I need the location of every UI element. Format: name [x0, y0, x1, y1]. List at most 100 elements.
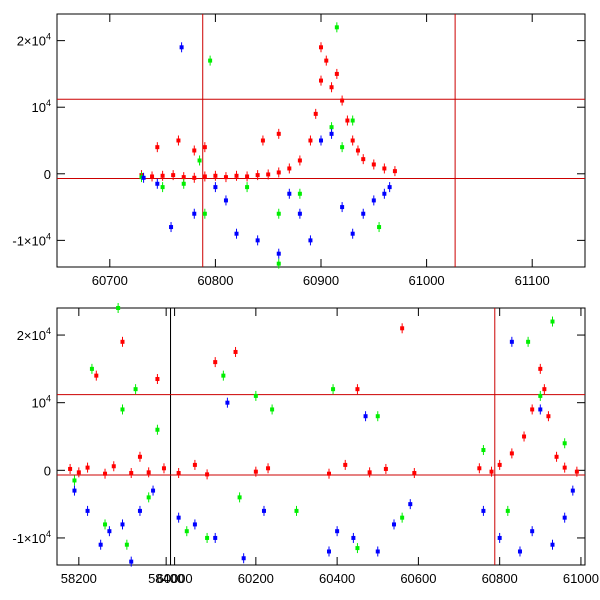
data-point-red: [308, 135, 313, 146]
x-tick-label: 61000: [409, 273, 445, 288]
data-point-blue: [137, 505, 142, 516]
data-point-red: [266, 463, 271, 474]
data-point-green: [181, 178, 186, 189]
marker: [297, 191, 302, 196]
data-point-red: [94, 370, 99, 381]
data-point-red: [538, 363, 543, 374]
data-point-red: [255, 170, 260, 181]
data-point-green: [139, 172, 144, 183]
data-point-red: [213, 357, 218, 368]
data-point-red: [343, 459, 348, 470]
data-point-green: [562, 438, 567, 449]
data-point-green: [237, 492, 242, 503]
marker: [223, 198, 228, 203]
data-point-blue: [129, 556, 134, 567]
marker: [202, 174, 207, 179]
data-point-blue: [497, 532, 502, 543]
marker: [408, 502, 413, 507]
y-tick-label: 2×104: [17, 326, 51, 343]
data-point-red: [355, 145, 360, 156]
data-point-red: [287, 163, 292, 174]
data-point-blue: [107, 526, 112, 537]
marker: [530, 407, 535, 412]
data-point-blue: [481, 505, 486, 516]
data-point-red: [509, 448, 514, 459]
data-point-green: [297, 188, 302, 199]
marker: [530, 529, 535, 534]
data-point-red: [297, 155, 302, 166]
data-point-green: [276, 258, 281, 269]
data-point-blue: [297, 208, 302, 219]
marker: [400, 515, 405, 520]
marker: [412, 471, 417, 476]
data-point-blue: [351, 532, 356, 543]
data-point-blue: [213, 182, 218, 193]
marker: [146, 470, 151, 475]
marker: [526, 339, 531, 344]
marker: [276, 170, 281, 175]
marker: [98, 542, 103, 547]
marker: [266, 466, 271, 471]
data-point-blue: [169, 222, 174, 233]
marker: [120, 407, 125, 412]
marker: [192, 148, 197, 153]
data-point-green: [155, 424, 160, 435]
marker: [266, 172, 271, 177]
marker: [160, 185, 165, 190]
marker: [234, 231, 239, 236]
marker: [538, 393, 543, 398]
marker: [562, 465, 567, 470]
marker: [208, 58, 213, 63]
marker: [253, 469, 258, 474]
marker: [554, 454, 559, 459]
data-point-green: [355, 543, 360, 554]
data-point-blue: [517, 546, 522, 557]
marker: [375, 414, 380, 419]
marker: [546, 414, 551, 419]
marker: [103, 471, 108, 476]
plot-frame: [170, 307, 586, 566]
marker: [124, 542, 129, 547]
marker: [276, 251, 281, 256]
x-tick-label: 61100: [515, 273, 550, 288]
marker: [497, 535, 502, 540]
data-point-red: [530, 404, 535, 415]
data-point-blue: [241, 553, 246, 564]
x-tick-label: 60400: [319, 571, 355, 586]
data-point-red: [202, 171, 207, 182]
data-point-blue: [255, 235, 260, 246]
data-point-red: [554, 451, 559, 462]
marker: [160, 173, 165, 178]
data-point-red: [361, 154, 366, 165]
marker: [213, 173, 218, 178]
marker: [89, 366, 94, 371]
marker: [155, 427, 160, 432]
marker: [184, 529, 189, 534]
data-point-red: [546, 411, 551, 422]
data-point-green: [208, 55, 213, 66]
data-point-green: [120, 404, 125, 415]
marker: [308, 238, 313, 243]
data-point-red: [233, 346, 238, 357]
data-point-blue: [392, 519, 397, 530]
data-point-blue: [234, 228, 239, 239]
marker: [241, 556, 246, 561]
marker: [287, 191, 292, 196]
marker: [225, 400, 230, 405]
marker: [205, 472, 210, 477]
marker: [276, 131, 281, 136]
marker: [133, 387, 138, 392]
marker: [334, 25, 339, 30]
marker: [202, 211, 207, 216]
marker: [382, 166, 387, 171]
data-point-blue: [562, 512, 567, 523]
marker: [326, 549, 331, 554]
data-point-blue: [98, 539, 103, 550]
marker: [233, 349, 238, 354]
marker: [139, 175, 144, 180]
data-point-blue: [335, 526, 340, 537]
data-point-green: [253, 390, 258, 401]
data-point-green: [202, 208, 207, 219]
data-point-green: [550, 316, 555, 327]
data-point-blue: [223, 195, 228, 206]
